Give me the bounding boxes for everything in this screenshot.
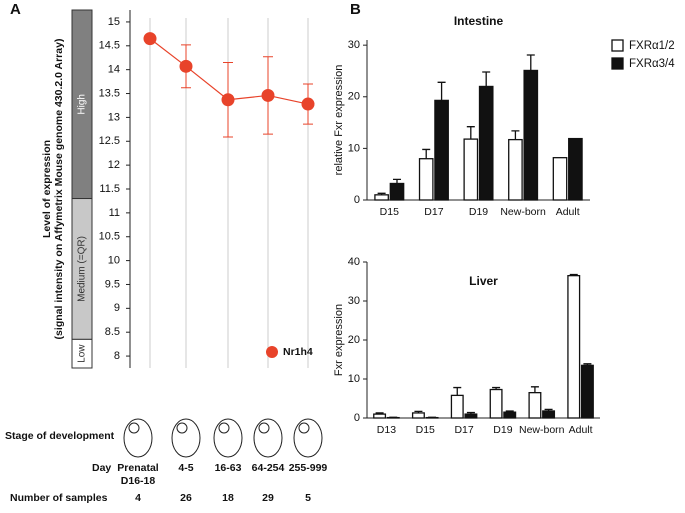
band-label: High [77, 94, 88, 115]
y-axis-label: (signal intensity on Affymetrix Mouse ge… [53, 39, 65, 340]
y-tick-label: 9.5 [105, 278, 120, 290]
y-tick-label: 0 [354, 412, 360, 424]
bar [465, 414, 477, 418]
error-bar [467, 127, 475, 139]
day-label: 255-999 [289, 462, 328, 474]
bar [374, 414, 386, 418]
bar [529, 393, 541, 418]
y-tick-label: 10 [348, 142, 360, 154]
error-bar [482, 72, 490, 86]
error-bar [453, 388, 461, 396]
bar [375, 195, 388, 200]
legend-label: Nr1h4 [283, 346, 313, 358]
legend-swatch [612, 58, 623, 69]
y-axis-label: Level of expression [41, 140, 53, 238]
point [262, 89, 275, 102]
y-tick-label: 30 [348, 295, 360, 307]
y-tick-label: 11.5 [99, 183, 120, 195]
y-tick-label: 12 [108, 159, 120, 171]
bar [464, 139, 477, 200]
y-axis-label: relative Fxr expression [333, 65, 345, 176]
legend-label: FXRα3/4 [629, 58, 675, 70]
day-title: Day [92, 462, 111, 474]
y-tick-label: 13.5 [99, 87, 120, 99]
bar [451, 395, 463, 418]
bar [582, 365, 594, 418]
x-tick-label: New-born [500, 206, 546, 218]
bar [569, 139, 582, 200]
x-tick-label: D17 [454, 424, 473, 436]
bar [524, 70, 537, 200]
point [144, 32, 157, 45]
x-tick-label: Adult [569, 424, 593, 436]
x-tick-label: D13 [377, 424, 396, 436]
x-tick-label: D15 [416, 424, 435, 436]
point [302, 98, 315, 111]
panel-label: A [10, 1, 21, 18]
point [222, 93, 235, 106]
day-label: 16-63 [215, 462, 242, 474]
bar [420, 159, 433, 200]
error-bar [527, 55, 535, 70]
legend-label: FXRα1/2 [629, 40, 675, 52]
error-bar [438, 82, 446, 100]
chart-title: Liver [469, 274, 498, 288]
x-tick-label: D17 [424, 206, 443, 218]
sample-count: 26 [180, 492, 192, 504]
bar [490, 390, 502, 418]
y-tick-label: 9 [114, 302, 120, 314]
y-tick-label: 0 [354, 194, 360, 206]
bar [435, 100, 448, 200]
bar [504, 412, 516, 418]
y-tick-label: 10 [108, 255, 120, 267]
bar [568, 276, 580, 418]
y-tick-label: 10 [348, 373, 360, 385]
day-label: 4-5 [178, 462, 193, 474]
day-label: 64-254 [252, 462, 285, 474]
y-tick-label: 8.5 [105, 326, 120, 338]
y-tick-label: 14.5 [99, 40, 120, 52]
band-label: Low [77, 344, 88, 363]
sample-count: 5 [305, 492, 311, 504]
sample-count: 29 [262, 492, 274, 504]
sample-count: 18 [222, 492, 234, 504]
samples-label: Number of samples [10, 492, 108, 504]
bar [509, 140, 522, 200]
sample-count: 4 [135, 492, 141, 504]
legend-swatch [612, 40, 623, 51]
bar [480, 86, 493, 200]
chart-title: Intestine [454, 14, 504, 28]
y-tick-label: 14 [108, 64, 120, 76]
y-tick-label: 12.5 [99, 135, 120, 147]
bar [413, 413, 425, 418]
stage-label: Stage of development [5, 430, 115, 442]
bar [553, 158, 566, 200]
y-tick-label: 10.5 [99, 231, 120, 243]
error-bar [511, 131, 519, 140]
x-tick-label: D19 [493, 424, 512, 436]
x-tick-label: D19 [469, 206, 488, 218]
point [180, 60, 193, 73]
x-tick-label: Adult [556, 206, 580, 218]
y-tick-label: 15 [108, 16, 120, 28]
y-tick-label: 40 [348, 256, 360, 268]
bar [390, 183, 403, 200]
y-tick-label: 30 [348, 39, 360, 51]
y-tick-label: 13 [108, 111, 120, 123]
y-axis-label: Fxr expression [333, 304, 345, 376]
error-bar [531, 387, 539, 393]
y-tick-label: 8 [114, 350, 120, 362]
x-tick-label: New-born [519, 424, 565, 436]
band-label: Medium (=QR) [77, 236, 88, 302]
bar [543, 411, 555, 418]
panel-label: B [350, 1, 361, 18]
x-tick-label: D15 [380, 206, 399, 218]
y-tick-label: 20 [348, 334, 360, 346]
error-bar [422, 149, 430, 158]
y-tick-label: 20 [348, 91, 360, 103]
y-tick-label: 11 [109, 207, 120, 219]
legend-marker [266, 346, 278, 358]
